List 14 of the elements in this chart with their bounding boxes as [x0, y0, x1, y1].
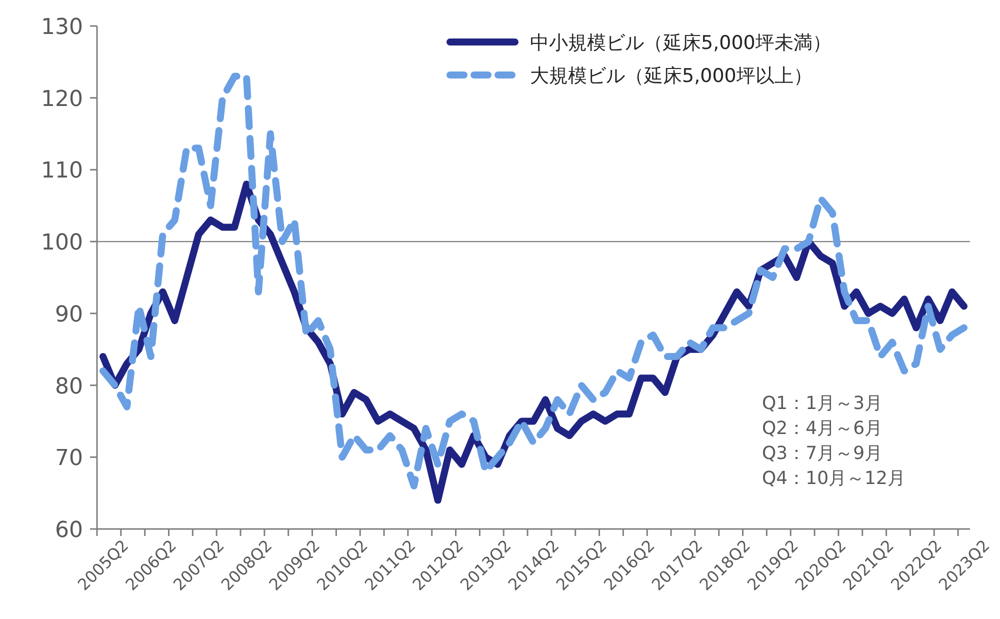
y-tick-label: 130: [41, 15, 83, 40]
y-tick-label: 70: [55, 446, 83, 472]
annotation: Q4：10月～12月: [762, 468, 906, 489]
y-tick-label: 110: [41, 158, 83, 184]
annotation: Q3：7月～9月: [762, 443, 883, 464]
legend-label: 大規模ビル（延床5,000坪以上）: [530, 65, 812, 87]
y-tick-label: 90: [55, 302, 83, 328]
y-tick-label: 60: [55, 518, 83, 543]
y-tick-label: 120: [41, 86, 83, 112]
legend-label: 中小規模ビル（延床5,000坪未満）: [530, 32, 832, 54]
annotation: Q1：1月～3月: [762, 393, 883, 414]
y-tick-label: 80: [55, 374, 83, 400]
annotation: Q2：4月～6月: [762, 418, 883, 439]
y-tick-label: 100: [41, 230, 83, 256]
